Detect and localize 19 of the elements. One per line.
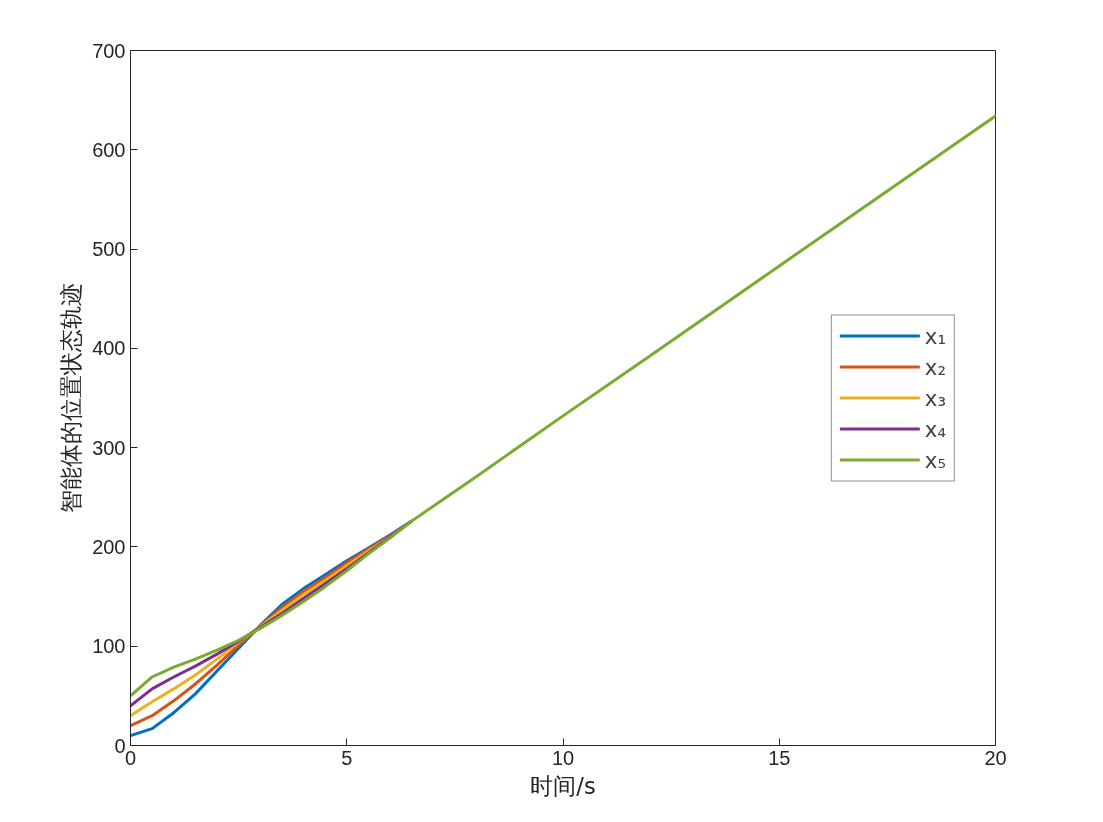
x-axis-title: 时间/s: [530, 772, 596, 799]
y-tick-label: 200: [92, 535, 126, 558]
x-tick-label: 15: [768, 746, 791, 769]
legend-label: x₄: [924, 416, 946, 441]
y-tick-label: 600: [92, 138, 126, 161]
y-tick-label: 400: [92, 337, 126, 360]
x-tick-label: 10: [551, 746, 575, 769]
legend-label: x₃: [924, 385, 946, 410]
line-series: [130, 114, 996, 698]
y-axis-title: 智能体的位置状态轨迹: [58, 283, 85, 513]
legend-label: x₅: [924, 447, 946, 472]
y-tick-label: 700: [92, 39, 126, 62]
legend-label: x₁: [924, 323, 946, 348]
legend-label: x₂: [924, 354, 946, 379]
x-tick-label: 20: [984, 746, 1007, 769]
y-tick-label: 300: [92, 436, 126, 459]
y-tick-label: 100: [92, 635, 126, 658]
x-tick-label: 5: [341, 746, 353, 769]
y-tick-label: 500: [92, 238, 126, 261]
